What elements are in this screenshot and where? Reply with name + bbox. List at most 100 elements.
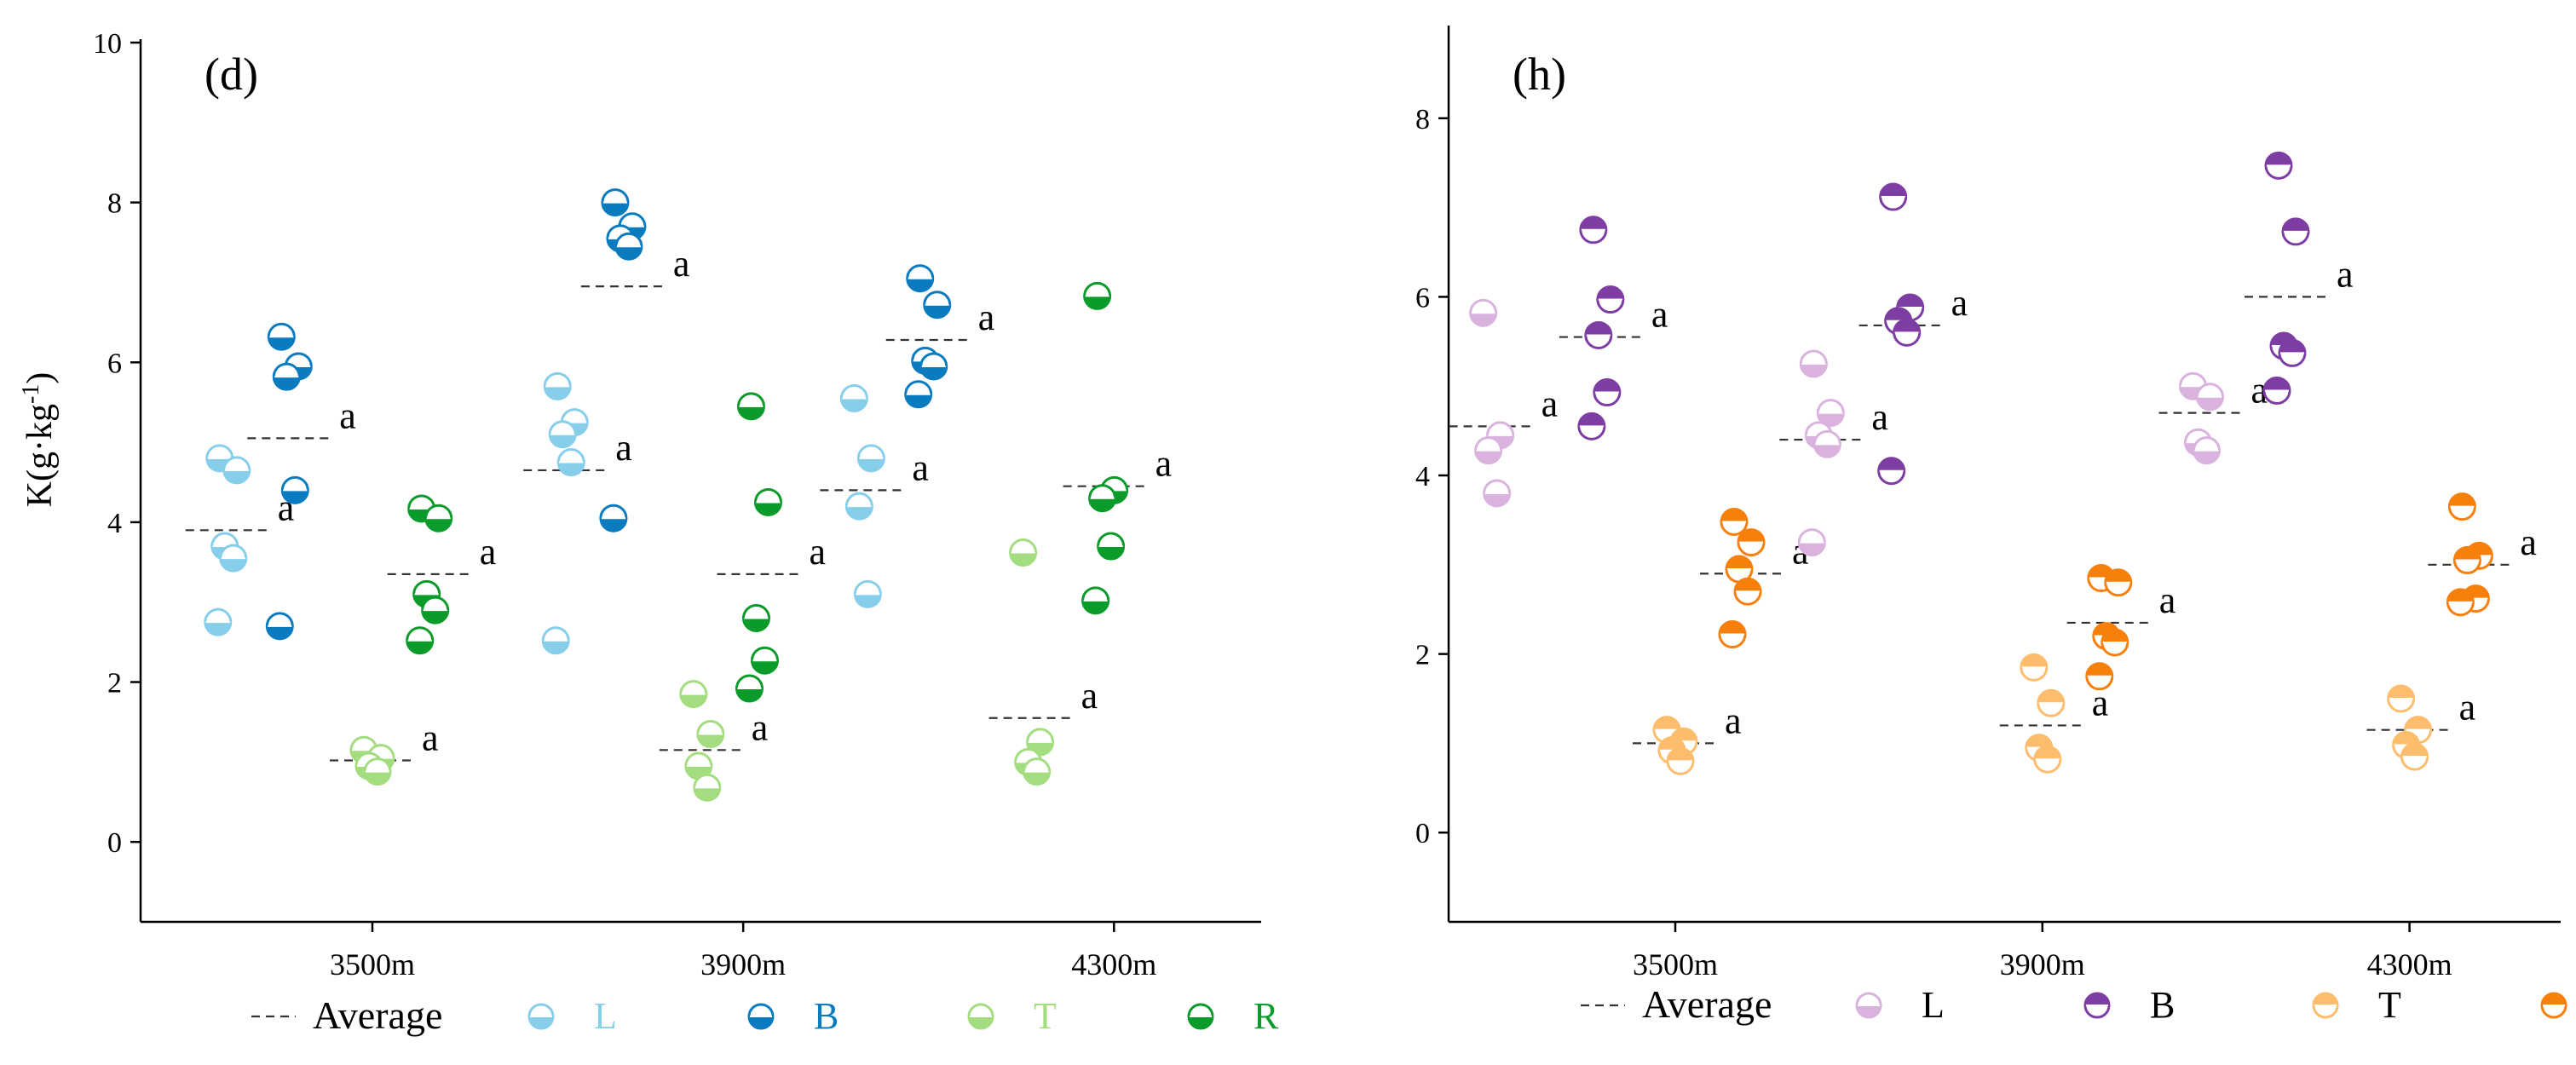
panel-1-3500m-T-point (1666, 746, 1695, 775)
panel-0-3500m-L-group: a (185, 444, 294, 636)
panel-1-4300m-T-point-fill (2405, 717, 2431, 730)
panel-1-x-tick-label: 4300m (2367, 947, 2452, 982)
panel-1-4300m-B-point (2281, 217, 2310, 246)
panel-0-4300m-T-point-fill (1023, 771, 1050, 785)
panel-1-4300m-L-point-fill (2193, 450, 2220, 463)
panel-0-4300m-L-sig-label: a (912, 446, 929, 488)
panel-0-legend-T-swatch (967, 1003, 994, 1030)
panel-1-legend-T-swatch-fill (2314, 993, 2337, 1005)
panel-0-3900m-R-point (736, 392, 765, 421)
panel-1-4300m-R-point (2452, 546, 2481, 575)
panel-0-3900m-B-point-fill (615, 246, 642, 260)
panel-0-4300m-B-point (923, 291, 952, 320)
panel-0-y-tick-label: 8 (107, 188, 122, 220)
panel-0-legend-B-swatch-fill (749, 1016, 773, 1028)
panel-1-3500m-B-point-fill (1580, 216, 1606, 230)
panel-0-3900m-B-point-fill (602, 202, 628, 216)
panel-0-3500m-B-point-fill (268, 337, 295, 350)
panel-0-4300m-L-group: a (820, 383, 929, 608)
panel-0-4300m-B-point-fill (924, 304, 950, 318)
panel-0-3500m-R-point (424, 504, 453, 532)
panel-0-y-tick-label: 10 (93, 28, 122, 60)
panel-0-x-tick-label: 3900m (700, 947, 786, 982)
panel-0-4300m-L-point-fill (846, 506, 873, 520)
panel-0-3500m-B-group: a (247, 322, 356, 641)
panel-1-4300m-R-group: a (2428, 492, 2537, 617)
panel-1-3900m-L-group: a (1779, 349, 1888, 557)
panel-0-4300m-T-point-fill (1010, 552, 1036, 566)
panel-0-3500m-B-point (265, 612, 294, 641)
panel-1-4300m-B-sig-label: a (2337, 253, 2354, 295)
panel-0-4300m-L-point-fill (858, 458, 885, 471)
panel-0-3900m-L-group: a (523, 371, 632, 655)
panel-1-legend-R-swatch-fill (2542, 993, 2566, 1005)
panel-0-3900m-B-point (599, 504, 628, 532)
panel-0-legend: Average L B T R (251, 993, 1279, 1037)
panel-1-3900m-T-point (2033, 745, 2062, 774)
panel-1-4300m-R-sig-label: a (2520, 521, 2537, 563)
panel-0-3900m-R-point-fill (738, 406, 764, 419)
panel-1-4300m-B-group: a (2245, 151, 2354, 405)
panel-1-3500m-B-group: a (1559, 216, 1668, 440)
panel-1-3900m-T-group: a (1999, 653, 2108, 774)
panel-1-y-tick-label: 2 (1415, 640, 1430, 671)
panel-0-4300m-L-point-fill (855, 594, 881, 607)
panel-0-3900m-T-sig-label: a (752, 706, 769, 748)
panel-1-4300m-T-point (2387, 684, 2416, 713)
panel-0-3500m-R-point-fill (406, 640, 433, 653)
panel-1-4300m-B-point (2278, 338, 2307, 367)
panel-0-3900m-T-point (693, 773, 722, 802)
panel-0-3900m-R-point-fill (736, 688, 763, 702)
panel-1-3500m-R-point (1737, 528, 1766, 557)
panel-0-y-tick-label: 6 (107, 348, 122, 379)
panel-1-3500m-T-point-fill (1668, 748, 1693, 762)
panel-0-3900m-L-point-fill (558, 462, 585, 475)
panel-0-4300m-R-point (1083, 281, 1112, 310)
panel-0-3500m-L-point (204, 607, 233, 636)
panel-1-x-tick-label: 3500m (1633, 947, 1718, 982)
panel-1-4300m-L-group: a (2158, 370, 2268, 465)
panel-1-3500m-B-point (1577, 412, 1606, 440)
panel-1-3900m-T-point (2037, 688, 2066, 717)
panel-0-3900m-L-sig-label: a (615, 427, 632, 469)
panel-0-3500m-L-point (222, 456, 251, 485)
panel-0-3900m-T-point-fill (680, 694, 706, 707)
panel-1-3500m-L-point (1483, 479, 1512, 508)
panel-0-legend-R-swatch (1187, 1003, 1214, 1030)
panel-1-3500m-B-point (1593, 378, 1622, 407)
panel-1-4300m-B-point-fill (2264, 377, 2290, 391)
panel-0-4300m-T-point (1023, 757, 1052, 786)
panel-0-4300m-B-group: a (885, 264, 995, 409)
panel-0-3900m-R-group: a (717, 392, 826, 703)
panel-0-legend-T-label: T (1034, 995, 1057, 1037)
panel-1-y-tick-label: 6 (1415, 282, 1430, 314)
panel-0-legend-R-swatch-fill (1189, 1016, 1213, 1028)
panel-0-y-tick-label: 4 (107, 508, 122, 539)
panel-1-3900m-L-point-fill (1799, 542, 1825, 556)
panel-0-legend-B-label: B (814, 995, 838, 1037)
panel-0-3500m-L-point-fill (220, 558, 246, 572)
panel-1-3500m-L-sig-label: a (1542, 383, 1559, 424)
panel-1-3900m-R-point (2104, 568, 2133, 597)
panel-1-3500m-R-point-fill (1720, 509, 1747, 522)
panel-0-4300m-B-sig-label: a (978, 296, 995, 338)
panel-1-3500m-B-point-fill (1593, 379, 1620, 393)
panel-1-4300m-T-point (2400, 742, 2429, 771)
panel-0-4300m-B-point (904, 380, 933, 409)
panel-1-legend-L-swatch (1855, 992, 1882, 1019)
panel-1-legend-T-swatch (2312, 992, 2339, 1019)
panel-1-3500m-T-group: a (1633, 699, 1742, 775)
panel-0-legend-B-swatch (747, 1003, 775, 1030)
panel-0-3900m-T-point (679, 680, 708, 709)
panel-0-4300m-B-point-fill (907, 278, 933, 291)
panel-1-3500m-R-point-fill (1734, 579, 1761, 592)
panel-0-3500m-L-point-fill (205, 622, 231, 636)
panel-1-legend-R-swatch (2540, 992, 2567, 1019)
panel-1-3500m-R-point (1725, 555, 1754, 584)
panel-1-y-tick-label: 8 (1415, 104, 1430, 135)
panel-1-3500m-L-point-fill (1484, 492, 1510, 506)
panel-1-4300m-B-point-fill (2266, 153, 2291, 166)
panel-1-3900m-B-point (1877, 457, 1906, 486)
panel-0-4300m-R-point-fill (1082, 600, 1109, 613)
